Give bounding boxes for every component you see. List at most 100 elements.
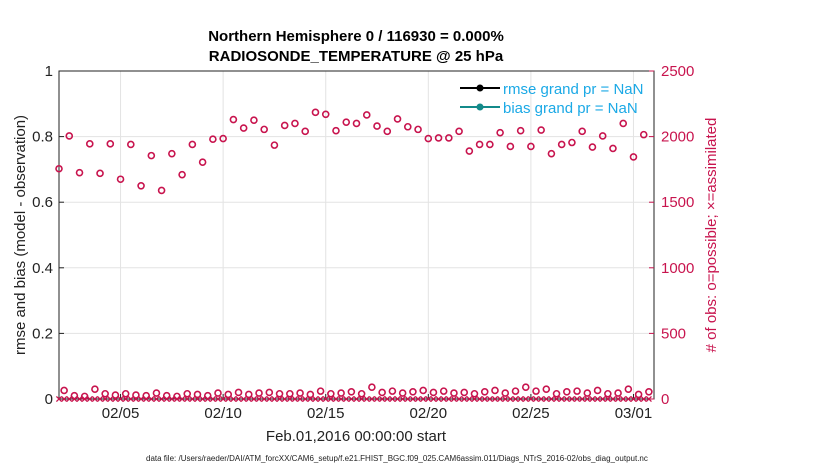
obs-possible-point <box>75 168 84 177</box>
obs-assimilated-marker <box>604 395 611 403</box>
obs-possible-point <box>419 386 427 395</box>
obs-possible-point <box>480 387 489 396</box>
obs-possible-point <box>614 389 622 397</box>
x-tick-label-3: 02/20 <box>410 405 448 422</box>
obs-possible-point <box>342 118 351 126</box>
obs-assimilated-marker <box>548 395 555 403</box>
obs-possible-point <box>383 127 392 136</box>
obs-assimilated-marker <box>497 395 504 403</box>
obs-possible-point <box>645 387 653 396</box>
obs-possible-point <box>532 387 540 395</box>
obs-assimilated-marker <box>609 395 617 403</box>
chart-subtitle: RADIOSONDE_TEMPERATURE @ 25 hPa <box>209 48 504 65</box>
obs-assimilated-marker <box>204 395 211 403</box>
obs-possible-point <box>496 128 504 137</box>
obs-possible-point <box>434 134 443 142</box>
obs-possible-point <box>168 149 176 158</box>
x-tick-label-4: 02/25 <box>512 405 550 422</box>
y-right-tick-label-5: 2500 <box>661 63 694 80</box>
obs-possible-point <box>362 111 371 119</box>
obs-assimilated-marker <box>471 395 478 403</box>
obs-assimilated-marker <box>307 395 314 403</box>
obs-possible-point <box>157 186 166 195</box>
obs-assimilated-marker <box>558 395 565 403</box>
obs-possible-point <box>491 386 499 395</box>
obs-assimilated-marker <box>81 395 88 403</box>
obs-assimilated-marker <box>502 395 509 403</box>
obs-assimilated-marker <box>532 395 540 403</box>
y-right-tick-label-2: 1000 <box>661 260 694 277</box>
obs-possible-point <box>373 122 381 130</box>
obs-assimilated-marker <box>55 395 63 403</box>
obs-possible-point <box>121 389 130 398</box>
y-left-tick-label-3: 0.6 <box>32 194 53 211</box>
y-left-tick-label-2: 0.4 <box>32 260 53 277</box>
obs-assimilated-marker <box>153 395 160 403</box>
obs-assimilated-marker <box>214 395 222 403</box>
obs-possible-point <box>573 387 581 395</box>
obs-possible-point <box>286 389 294 398</box>
y-right-tick-label-0: 0 <box>661 391 669 408</box>
obs-possible-point <box>475 140 484 149</box>
obs-possible-point <box>337 389 345 397</box>
obs-possible-point <box>542 385 551 393</box>
obs-possible-point <box>178 170 186 179</box>
obs-assimilated-marker <box>312 395 319 403</box>
obs-assimilated-marker <box>132 395 139 403</box>
legend-bias-marker <box>476 103 484 111</box>
obs-assimilated-marker <box>86 395 93 403</box>
obs-assimilated-marker <box>76 395 83 403</box>
obs-assimilated-marker <box>594 395 601 403</box>
obs-assimilated-marker <box>96 395 104 403</box>
x-tick-label-2: 02/15 <box>307 405 345 422</box>
obs-possible-point <box>639 130 648 139</box>
obs-assimilated-marker <box>440 395 447 403</box>
obs-assimilated-marker <box>379 395 386 403</box>
obs-assimilated-marker <box>456 395 463 403</box>
obs-possible-point <box>111 391 120 399</box>
obs-assimilated-marker <box>645 395 652 403</box>
obs-assimilated-marker <box>163 395 170 403</box>
obs-assimilated-marker <box>184 395 191 403</box>
obs-possible-point <box>332 126 340 135</box>
obs-possible-point <box>219 134 227 143</box>
obs-assimilated-marker <box>286 395 293 403</box>
x-tick-label-1: 02/10 <box>204 405 242 422</box>
obs-possible-point <box>557 140 566 149</box>
obs-assimilated-marker <box>625 395 632 403</box>
x-tick-label-5: 03/01 <box>615 405 653 422</box>
obs-possible-point <box>306 390 315 399</box>
obs-assimilated-marker <box>450 395 458 403</box>
obs-assimilated-marker <box>486 395 493 403</box>
obs-possible-point <box>609 144 617 153</box>
obs-assimilated-marker <box>240 395 247 403</box>
obs-assimilated-marker <box>271 395 278 403</box>
x-axis-ticks: 02/05 02/10 02/15 02/20 02/25 03/01 <box>102 394 652 422</box>
obs-possible-point <box>455 127 463 136</box>
obs-assimilated-marker <box>414 395 422 403</box>
obs-assimilated-marker <box>389 395 396 403</box>
obs-possible-point <box>393 115 402 123</box>
obs-assimilated-marker <box>635 395 642 403</box>
obs-assimilated-marker <box>179 395 186 403</box>
obs-assimilated-marker <box>199 395 206 403</box>
obs-possible-point <box>445 134 453 142</box>
obs-assimilated-marker <box>404 395 411 403</box>
obs-assimilated-marker <box>127 395 134 403</box>
obs-assimilated-marker <box>430 395 437 403</box>
obs-assimilated-marker <box>338 395 345 403</box>
obs-assimilated-marker <box>517 395 524 403</box>
obs-possible-point <box>260 125 268 134</box>
obs-assimilated-marker <box>148 395 155 403</box>
obs-possible-point <box>296 389 304 397</box>
obs-assimilated-marker <box>363 395 370 403</box>
obs-possible-point <box>188 140 197 149</box>
obs-possible-point <box>424 134 433 143</box>
obs-possible-point <box>152 389 161 397</box>
obs-assimilated-marker <box>409 395 416 403</box>
obs-possible-point <box>255 389 263 397</box>
obs-possible-point <box>598 132 607 140</box>
obs-assimilated-marker <box>461 395 468 403</box>
obs-possible-point <box>209 135 217 144</box>
